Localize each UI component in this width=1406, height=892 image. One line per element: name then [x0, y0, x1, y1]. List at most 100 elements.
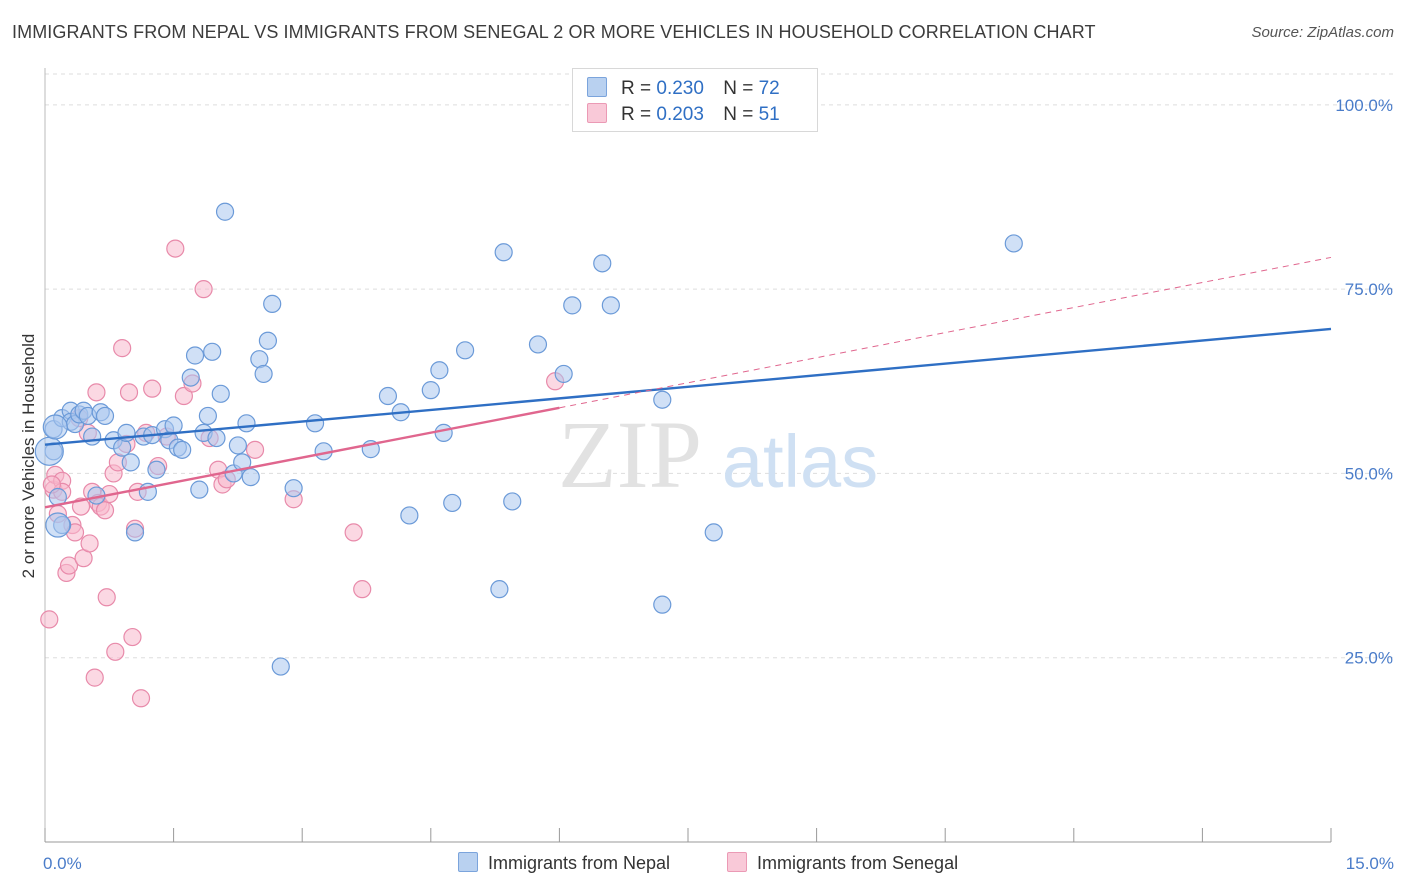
senegal-point	[123, 627, 142, 647]
senegal-point	[106, 642, 125, 661]
nepal-point	[181, 368, 200, 387]
legend-nepal-r-value: 0.230	[656, 78, 704, 99]
nepal-point	[185, 346, 205, 365]
nepal-trend-line	[44, 327, 1332, 446]
nepal-point	[434, 423, 453, 442]
nepal-point	[443, 493, 462, 513]
legend-senegal-n-label: N =	[723, 104, 754, 125]
senegal-point	[344, 523, 363, 542]
nepal-point	[1004, 234, 1023, 253]
bottom-legend-senegal: Immigrants from Senegal	[727, 852, 958, 874]
senegal-point	[80, 534, 99, 553]
nepal-point	[528, 335, 548, 354]
x-tick-label-min: 0.0%	[43, 854, 82, 873]
y-tick-label: 25.0%	[1345, 649, 1393, 668]
nepal-point	[455, 341, 475, 360]
nepal-point	[593, 254, 612, 273]
nepal-point	[173, 440, 192, 459]
senegal-trend-extension	[559, 256, 1332, 409]
legend-swatch-senegal	[587, 103, 607, 123]
nepal-point	[83, 427, 102, 446]
nepal-point	[400, 506, 419, 525]
senegal-point	[113, 339, 132, 358]
nepal-point	[190, 480, 209, 499]
grid	[45, 73, 1394, 659]
nepal-point	[198, 406, 217, 426]
nepal-point	[421, 381, 440, 400]
nepal-point-large	[42, 414, 68, 440]
nepal-point	[207, 428, 226, 448]
nepal-point	[228, 436, 247, 455]
nepal-point	[233, 453, 252, 472]
nepal-point	[121, 453, 140, 472]
nepal-point	[490, 580, 509, 599]
nepal-point	[237, 414, 256, 433]
watermark: ZIP atlas	[558, 401, 878, 508]
legend-swatch-nepal	[587, 77, 607, 97]
nepal-point	[203, 342, 222, 361]
y-tick-label: 50.0%	[1345, 464, 1393, 483]
nepal-point	[503, 492, 522, 511]
senegal-point	[40, 610, 59, 629]
watermark-atlas: atlas	[722, 420, 878, 503]
senegal-point	[143, 379, 162, 398]
trend-lines	[44, 256, 1332, 509]
legend-nepal-n-label: N =	[723, 78, 754, 99]
bottom-legend-swatch-senegal	[727, 852, 747, 872]
source-label: Source: ZipAtlas.com	[1251, 24, 1394, 41]
senegal-point	[97, 588, 116, 607]
nepal-point	[653, 390, 672, 409]
legend: R = 0.230 N = 72 R = 0.203 N = 51	[572, 68, 818, 132]
legend-nepal-n-value: 72	[758, 78, 780, 99]
legend-senegal-r-label: R =	[621, 104, 652, 125]
senegal-point	[95, 501, 115, 520]
nepal-point	[704, 523, 723, 542]
legend-nepal-r-label: R =	[621, 78, 652, 99]
nepal-point	[215, 202, 235, 221]
bottom-legend-nepal-label: Immigrants from Nepal	[488, 853, 671, 873]
nepal-point	[554, 364, 573, 384]
senegal-point	[119, 383, 139, 402]
senegal-point	[353, 580, 372, 599]
legend-row-nepal: R = 0.230 N = 72	[587, 77, 780, 99]
nepal-point	[211, 384, 230, 403]
senegal-point	[59, 556, 79, 575]
chart-title: IMMIGRANTS FROM NEPAL VS IMMIGRANTS FROM…	[12, 22, 1096, 42]
nepal-point	[563, 296, 582, 315]
nepal-points	[34, 202, 1023, 676]
senegal-point	[194, 280, 213, 299]
x-ticks	[44, 828, 1332, 842]
nepal-point	[305, 414, 325, 433]
nepal-point-large	[34, 436, 64, 466]
nepal-point	[284, 479, 303, 498]
nepal-point	[271, 657, 290, 676]
bottom-legend-senegal-label: Immigrants from Senegal	[757, 853, 959, 873]
nepal-point	[378, 386, 398, 406]
bottom-legend-swatch-nepal	[458, 852, 478, 872]
bottom-legend-nepal: Immigrants from Nepal	[458, 852, 670, 874]
y-axis-title: 2 or more Vehicles in Household	[19, 334, 38, 579]
y-tick-labels: 25.0% 50.0% 75.0% 100.0%	[1335, 96, 1393, 668]
x-tick-label-max: 15.0%	[1346, 854, 1394, 873]
nepal-point	[254, 364, 273, 384]
nepal-point	[258, 331, 278, 350]
nepal-point	[653, 595, 672, 614]
nepal-point	[601, 296, 620, 315]
legend-row-senegal: R = 0.203 N = 51	[587, 103, 780, 125]
nepal-point	[430, 361, 449, 380]
senegal-point	[85, 668, 104, 687]
legend-senegal-r-value: 0.203	[656, 104, 704, 125]
y-tick-label: 100.0%	[1335, 96, 1393, 115]
nepal-point-large	[45, 512, 71, 538]
y-tick-label: 75.0%	[1345, 280, 1393, 299]
senegal-point	[87, 383, 106, 402]
senegal-point	[245, 440, 265, 459]
senegal-point	[166, 239, 185, 258]
senegal-point	[174, 386, 193, 406]
legend-senegal-n-value: 51	[758, 104, 780, 125]
nepal-point	[494, 243, 513, 262]
senegal-trend-line	[44, 406, 560, 509]
nepal-point	[241, 468, 260, 487]
nepal-point	[95, 406, 115, 426]
